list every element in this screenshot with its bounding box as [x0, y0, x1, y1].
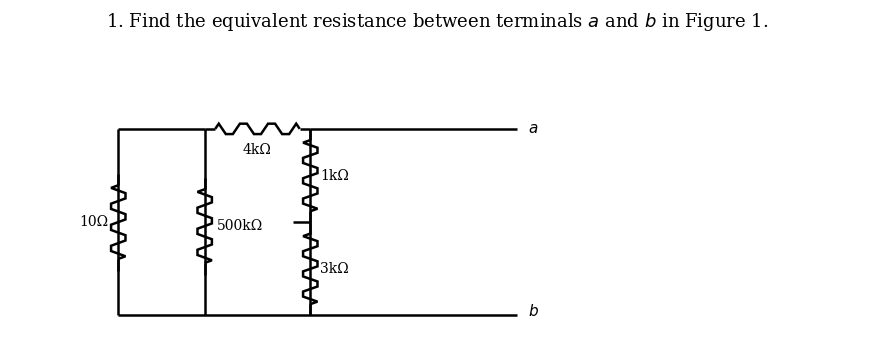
- Text: 10Ω: 10Ω: [80, 215, 108, 229]
- Text: 500kΩ: 500kΩ: [217, 219, 263, 233]
- Text: 3kΩ: 3kΩ: [320, 262, 349, 276]
- Text: 1kΩ: 1kΩ: [320, 169, 349, 183]
- Text: 1. Find the equivalent resistance between terminals $a$ and $b$ in Figure 1.: 1. Find the equivalent resistance betwee…: [106, 11, 768, 33]
- Text: $a$: $a$: [528, 122, 538, 136]
- Text: $b$: $b$: [528, 303, 539, 319]
- Text: 4kΩ: 4kΩ: [243, 143, 272, 157]
